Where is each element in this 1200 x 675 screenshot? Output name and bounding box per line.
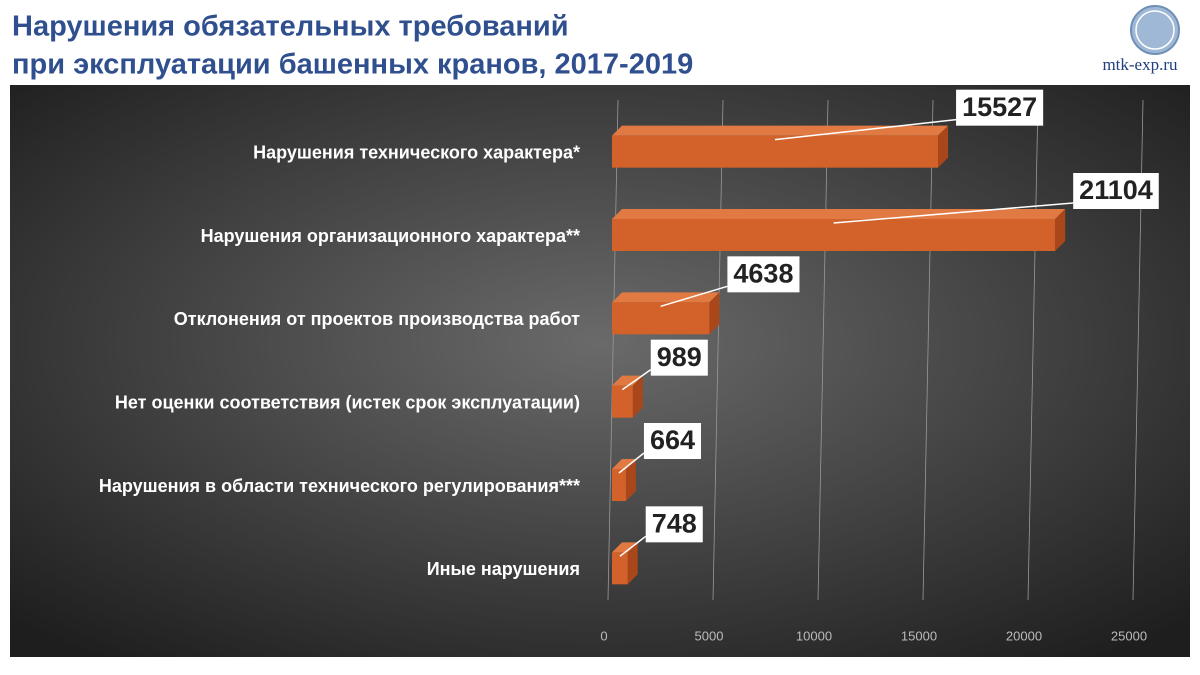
- source: mtk-exp.ru: [1102, 55, 1178, 74]
- data-label-box: [645, 506, 703, 543]
- data-label-box: [727, 256, 800, 293]
- x-tick-label: 25000: [1111, 628, 1147, 643]
- bar-top: [612, 292, 720, 303]
- leader-line: [774, 118, 957, 141]
- plot-background: [10, 85, 1190, 657]
- leader-line: [618, 452, 645, 474]
- category-label: Нарушения в области технического регулир…: [99, 476, 580, 496]
- leader-line: [833, 202, 1074, 224]
- category-label: Нарушения технического характера*: [253, 142, 580, 162]
- data-label: 989: [657, 342, 702, 372]
- data-label-box: [643, 423, 702, 459]
- x-tick-label: 10000: [796, 628, 832, 643]
- bar: [612, 209, 1066, 251]
- bar-top: [612, 375, 643, 386]
- x-tick-label: 15000: [901, 628, 937, 643]
- data-label: 748: [652, 508, 697, 538]
- data-label-box: [650, 339, 708, 376]
- bar-top: [612, 125, 949, 136]
- bar: [612, 375, 643, 418]
- bar-side: [627, 542, 638, 585]
- bar-front: [612, 135, 939, 168]
- category-label: Отклонения от проектов производства рабо…: [174, 309, 580, 329]
- bar-top: [612, 209, 1066, 219]
- leader-line: [621, 369, 652, 391]
- data-label-box: [956, 89, 1044, 126]
- x-tick-label: 5000: [695, 628, 724, 643]
- x-tick-label: 0: [600, 628, 607, 643]
- data-label: 4638: [733, 258, 793, 288]
- bar: [612, 292, 720, 335]
- leader-line: [619, 535, 647, 557]
- bar-side: [625, 459, 636, 501]
- grid-line: [817, 99, 829, 601]
- category-label: Нет оценки соответствия (истек срок эксп…: [115, 392, 580, 412]
- leader-line: [660, 285, 728, 308]
- bar-top: [612, 542, 638, 553]
- bar-side: [1055, 209, 1066, 251]
- bar: [612, 459, 636, 501]
- data-label: 21104: [1079, 175, 1153, 205]
- grid-line: [712, 99, 724, 601]
- data-label-box: [1073, 173, 1159, 209]
- bar: [612, 542, 638, 585]
- data-label: 664: [650, 425, 695, 455]
- bar-side: [632, 375, 643, 418]
- chart-title: при эксплуатации башенных кранов, 2017-2…: [12, 49, 693, 81]
- category-label: Иные нарушения: [427, 559, 580, 579]
- bar-side: [938, 125, 949, 168]
- logo: [1130, 5, 1180, 55]
- chart-title: Нарушения обязательных требований: [12, 11, 569, 43]
- category-label: Нарушения организационного характера**: [201, 226, 580, 246]
- bar-side: [709, 292, 720, 335]
- grid-line: [1027, 99, 1039, 601]
- bar-top: [612, 459, 636, 469]
- bar-front: [612, 302, 710, 335]
- bar: [612, 125, 949, 168]
- data-label: 15527: [962, 92, 1037, 122]
- bar-front: [612, 469, 626, 501]
- grid-line: [922, 99, 934, 601]
- bar-front: [612, 385, 633, 418]
- x-tick-label: 20000: [1006, 628, 1042, 643]
- bar-front: [612, 552, 628, 585]
- bar-front: [612, 219, 1056, 251]
- grid-line: [607, 99, 619, 601]
